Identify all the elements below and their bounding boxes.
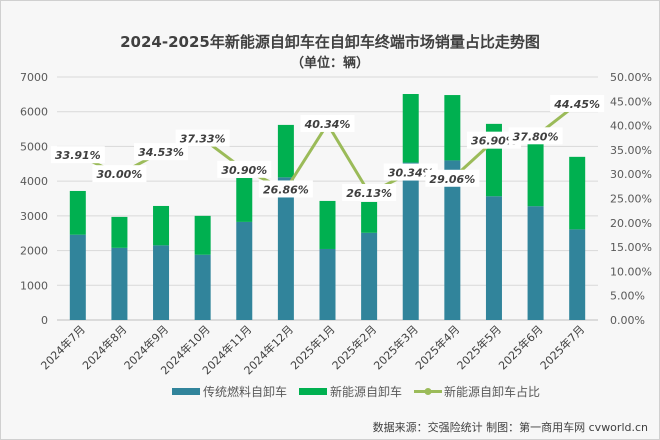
bar-new-energy — [277, 124, 294, 178]
data-label: 30.34% — [388, 167, 434, 180]
data-label: 30.00% — [97, 168, 143, 181]
legend-label-traditional: 传统燃料自卸车 — [203, 384, 287, 399]
chart-subtitle: （单位：辆） — [291, 55, 369, 71]
data-label: 33.91% — [55, 149, 101, 162]
data-label-bg — [425, 169, 480, 187]
left-axis-tick-label: 1000 — [20, 279, 48, 292]
right-axis-tick-label: 10.00% — [610, 265, 652, 278]
bar-traditional — [319, 248, 336, 320]
data-label: 29.06% — [429, 173, 475, 186]
legend-marker-share — [424, 388, 432, 395]
data-label-bg — [258, 180, 313, 198]
chart-title: 2024-2025年新能源自卸车在自卸车终端市场销量占比走势图 — [120, 33, 540, 51]
data-label-bg — [50, 146, 105, 164]
bar-new-energy — [319, 200, 336, 249]
legend-label-share: 新能源自卸车占比 — [444, 384, 540, 399]
bar-traditional — [485, 196, 502, 320]
bar-new-energy — [569, 156, 586, 230]
right-axis-tick-label: 35.00% — [610, 144, 652, 157]
bar-traditional — [236, 221, 253, 320]
right-axis-tick-label: 20.00% — [610, 217, 652, 230]
data-label-bg — [134, 143, 189, 161]
data-label: 30.90% — [221, 164, 267, 177]
left-axis-tick-label: 2000 — [20, 245, 48, 258]
data-label: 37.80% — [513, 130, 559, 143]
data-label-bg — [550, 94, 605, 112]
bar-new-energy — [69, 190, 86, 235]
bar-traditional — [361, 232, 378, 320]
bar-traditional — [111, 247, 128, 320]
bar-traditional — [277, 177, 294, 320]
bar-new-energy — [444, 95, 461, 161]
data-label: 26.86% — [263, 183, 309, 196]
data-label: 26.13% — [346, 187, 392, 200]
left-axis-tick-label: 3000 — [20, 210, 48, 223]
data-label-bg — [383, 163, 438, 181]
right-axis-tick-label: 25.00% — [610, 193, 652, 206]
right-axis-tick-label: 40.00% — [610, 120, 652, 133]
left-axis-tick-label: 5000 — [20, 140, 48, 153]
bar-traditional — [153, 245, 170, 320]
source-note: 数据来源：交强险统计 制图：第一商用车网 cvworld.cn — [373, 420, 648, 434]
data-label-bg — [217, 160, 272, 178]
data-label-bg — [466, 131, 521, 149]
right-axis-tick-label: 5.00% — [610, 290, 645, 303]
bar-traditional — [444, 160, 461, 320]
data-label-bg — [342, 184, 397, 202]
data-label-bg — [175, 129, 230, 147]
data-label: 40.34% — [304, 118, 351, 131]
data-label: 44.45% — [553, 98, 600, 111]
right-axis-tick-label: 50.00% — [610, 71, 652, 84]
legend-swatch-traditional — [172, 388, 200, 395]
data-label-bg — [300, 114, 355, 132]
data-label: 34.53% — [138, 146, 184, 159]
bar-new-energy — [153, 205, 170, 246]
right-axis-tick-label: 30.00% — [610, 168, 652, 181]
bar-new-energy — [527, 137, 544, 207]
data-label: 37.33% — [180, 133, 226, 146]
left-axis-tick-label: 7000 — [20, 71, 48, 84]
data-label: 36.90% — [471, 135, 517, 148]
x-axis-tick-label: 2025年7月 — [537, 322, 587, 372]
left-axis-tick-label: 6000 — [20, 106, 48, 119]
bar-new-energy — [194, 215, 211, 255]
bar-traditional — [402, 162, 419, 320]
legend: 传统燃料自卸车 新能源自卸车 新能源自卸车占比 — [172, 384, 540, 399]
bar-new-energy — [361, 201, 378, 233]
bar-new-energy — [402, 94, 419, 163]
bar-traditional — [569, 229, 586, 320]
data-label-bg — [92, 165, 147, 183]
bar-traditional — [194, 254, 211, 320]
left-axis-tick-label: 0 — [41, 314, 48, 327]
data-label-bg — [508, 127, 563, 145]
bar-new-energy — [111, 216, 128, 248]
right-axis-tick-label: 45.00% — [610, 95, 652, 108]
right-axis-tick-label: 0.00% — [610, 314, 645, 327]
bar-new-energy — [236, 178, 253, 222]
right-axis-tick-label: 15.00% — [610, 241, 652, 254]
bar-traditional — [527, 206, 544, 320]
bar-traditional — [69, 234, 86, 320]
legend-label-new-energy: 新能源自卸车 — [330, 384, 402, 399]
legend-swatch-new-energy — [299, 388, 327, 395]
left-axis-tick-label: 4000 — [20, 175, 48, 188]
